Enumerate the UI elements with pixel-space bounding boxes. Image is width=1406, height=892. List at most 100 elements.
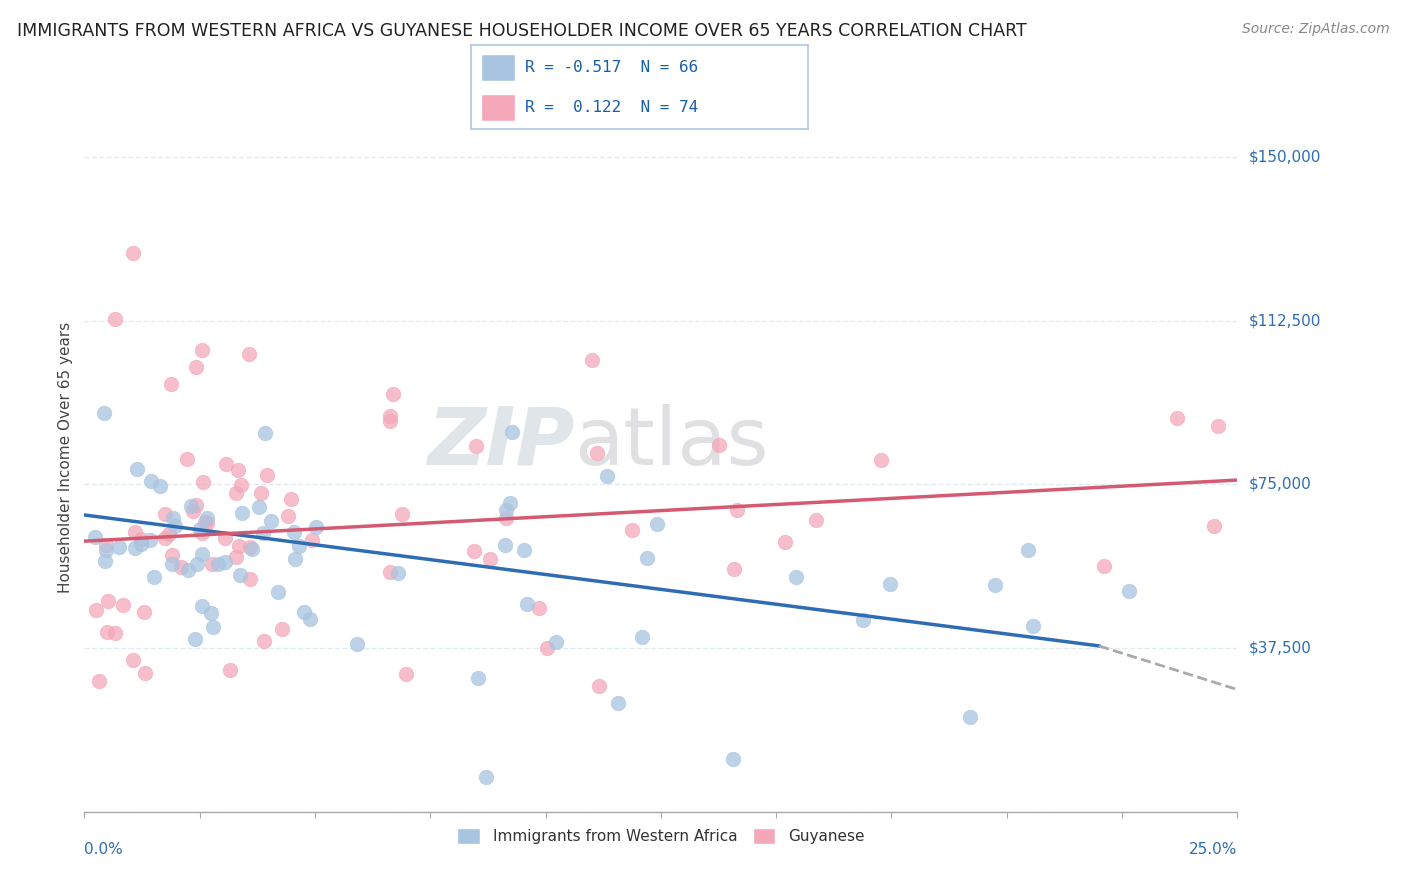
Point (1118, 583, 1140, 598)
Point (280, 491, 302, 506)
Text: Source: ZipAtlas.com: Source: ZipAtlas.com (1241, 22, 1389, 37)
Point (267, 584, 290, 599)
Point (536, 641, 558, 656)
Point (214, 531, 236, 545)
Point (467, 671, 489, 685)
Point (104, 311, 127, 326)
Point (83, 530, 105, 544)
Point (170, 559, 193, 574)
Point (869, 453, 891, 467)
Point (177, 562, 200, 576)
Point (501, 425, 523, 439)
Point (121, 653, 143, 667)
Bar (481, 94, 515, 120)
Point (346, 637, 368, 651)
Point (183, 504, 205, 518)
Text: R = -0.517  N = 66: R = -0.517 N = 66 (524, 60, 699, 75)
Point (141, 474, 163, 488)
Point (238, 346, 260, 360)
Point (104, 626, 127, 640)
Point (239, 540, 262, 554)
Point (378, 409, 401, 423)
Point (239, 572, 262, 586)
Point (89, 674, 111, 689)
Point (129, 532, 152, 546)
Point (176, 451, 198, 466)
Point (186, 498, 208, 512)
Point (1208, 419, 1230, 434)
Point (391, 507, 413, 521)
Point (725, 502, 748, 516)
Point (773, 534, 796, 549)
Text: 0.0%: 0.0% (84, 842, 124, 857)
Text: $150,000: $150,000 (1249, 150, 1320, 165)
Point (631, 630, 654, 644)
Point (596, 468, 619, 483)
Point (200, 606, 222, 620)
Point (249, 486, 271, 500)
Point (879, 577, 901, 591)
Point (228, 539, 250, 553)
Point (465, 439, 488, 453)
Point (254, 426, 277, 441)
Point (201, 620, 224, 634)
Point (247, 500, 270, 515)
Point (215, 458, 238, 472)
Point (474, 770, 496, 784)
Point (96, 625, 118, 640)
Y-axis label: Householder Income Over 65 years: Householder Income Over 65 years (58, 321, 73, 593)
Point (157, 527, 180, 541)
Point (191, 547, 214, 561)
Point (191, 599, 214, 614)
Point (93, 406, 115, 420)
Point (191, 526, 214, 541)
Point (188, 522, 211, 536)
Point (225, 486, 247, 500)
Point (180, 499, 202, 513)
Point (214, 555, 236, 569)
Point (184, 360, 207, 375)
Point (495, 510, 517, 524)
Point (513, 542, 536, 557)
Point (259, 514, 281, 528)
Point (134, 666, 156, 681)
Text: R =  0.122  N = 74: R = 0.122 N = 74 (524, 100, 699, 115)
Point (546, 634, 568, 648)
Point (186, 558, 208, 572)
Point (581, 352, 603, 367)
Point (621, 523, 644, 537)
Point (207, 557, 229, 571)
Point (283, 525, 305, 540)
Point (636, 550, 658, 565)
Point (162, 511, 184, 525)
Point (195, 516, 218, 530)
Bar (481, 54, 515, 81)
Point (395, 667, 418, 681)
Point (721, 752, 744, 766)
Point (111, 599, 134, 613)
Point (129, 537, 152, 551)
Point (201, 557, 224, 571)
Point (124, 525, 146, 540)
Point (124, 541, 146, 555)
Point (1204, 518, 1226, 533)
Point (270, 622, 292, 636)
Point (143, 570, 166, 584)
Point (194, 515, 217, 529)
Point (127, 461, 149, 475)
Text: $37,500: $37,500 (1249, 640, 1312, 656)
Point (785, 570, 807, 584)
Point (153, 531, 176, 545)
Text: 25.0%: 25.0% (1189, 842, 1237, 857)
Point (378, 565, 401, 579)
Point (607, 696, 630, 710)
Point (983, 578, 1005, 592)
Point (160, 548, 183, 562)
Point (516, 598, 538, 612)
Point (806, 512, 828, 526)
Point (707, 438, 730, 452)
Point (219, 663, 242, 677)
Point (1017, 542, 1039, 557)
Point (231, 477, 253, 491)
Point (165, 518, 187, 533)
